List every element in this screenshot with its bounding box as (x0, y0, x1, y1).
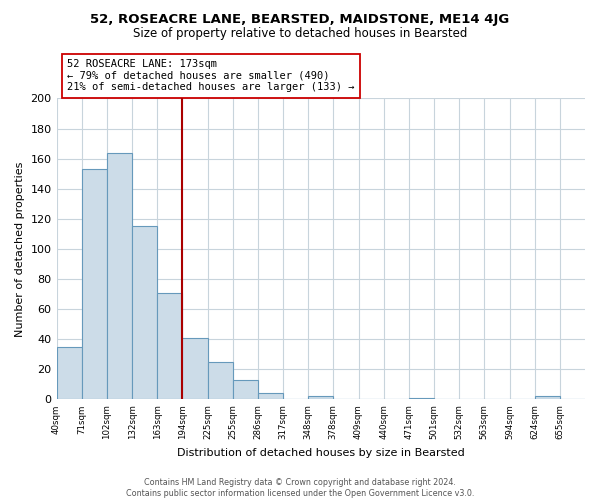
Text: Size of property relative to detached houses in Bearsted: Size of property relative to detached ho… (133, 28, 467, 40)
Bar (535, 396, 560, 400)
Bar (258, 394, 283, 400)
Bar (308, 396, 334, 400)
Bar (208, 362, 233, 400)
Text: Contains HM Land Registry data © Crown copyright and database right 2024.
Contai: Contains HM Land Registry data © Crown c… (126, 478, 474, 498)
Bar (157, 292, 182, 400)
Bar (56, 347, 82, 400)
Bar (233, 380, 258, 400)
Bar (132, 226, 157, 400)
Bar (182, 338, 208, 400)
Bar (409, 398, 434, 400)
Text: 52, ROSEACRE LANE, BEARSTED, MAIDSTONE, ME14 4JG: 52, ROSEACRE LANE, BEARSTED, MAIDSTONE, … (91, 12, 509, 26)
X-axis label: Distribution of detached houses by size in Bearsted: Distribution of detached houses by size … (177, 448, 464, 458)
Bar (82, 169, 107, 400)
Y-axis label: Number of detached properties: Number of detached properties (15, 161, 25, 336)
Bar (107, 152, 132, 400)
Text: 52 ROSEACRE LANE: 173sqm
← 79% of detached houses are smaller (490)
21% of semi-: 52 ROSEACRE LANE: 173sqm ← 79% of detach… (67, 59, 355, 92)
